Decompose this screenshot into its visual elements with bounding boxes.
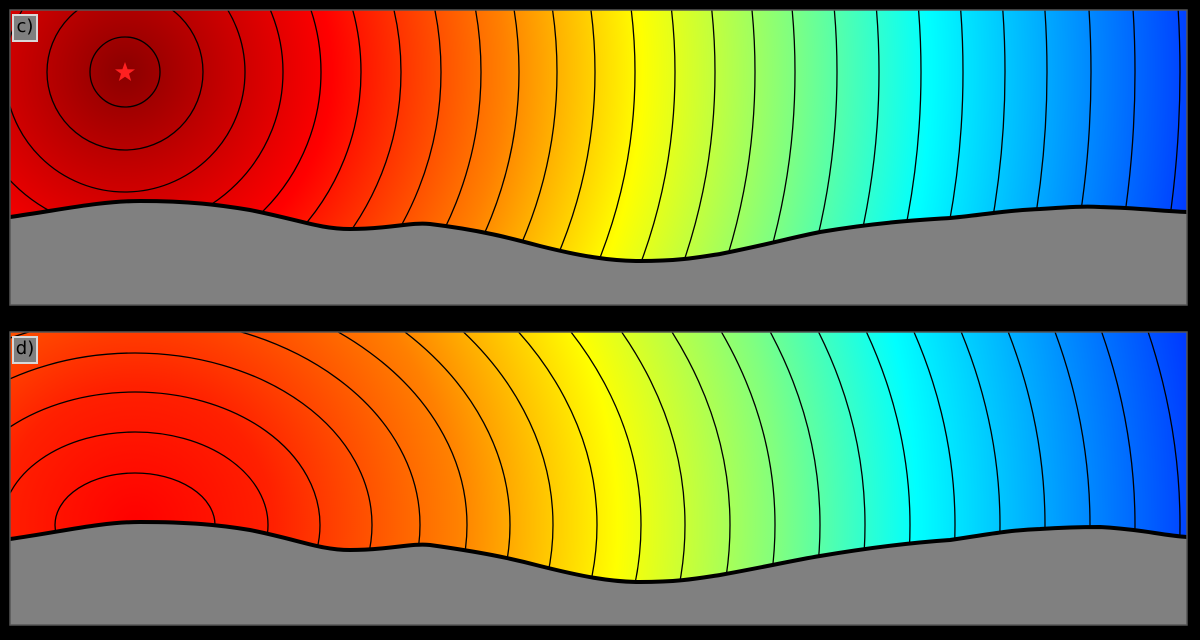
panel-c-frame — [9, 9, 1188, 306]
panel-c-contours — [10, 10, 1181, 305]
panel-c-ground — [10, 201, 1187, 305]
panel-d: d) — [0, 320, 1200, 640]
panel-d-frame — [9, 331, 1188, 626]
panel-c: c) — [9, 9, 1188, 306]
panel-c-topography-line — [9, 198, 1188, 264]
panel-d-contours — [10, 332, 1181, 625]
panel-label-c: c) — [12, 14, 38, 42]
source-star-icon — [115, 62, 135, 81]
panel-d-topography-line — [9, 519, 1188, 585]
panel-label-d: d) — [12, 336, 38, 364]
panel-d-ground — [10, 522, 1187, 625]
panel-c-plot — [9, 9, 1188, 306]
panel-d-plot — [9, 331, 1188, 626]
